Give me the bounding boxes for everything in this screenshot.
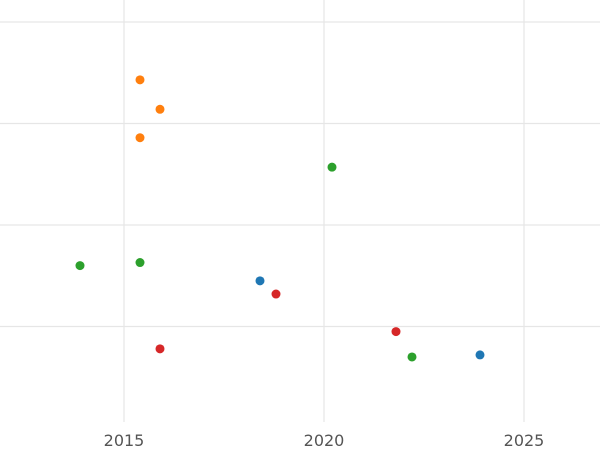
- x-gridlines: [123, 0, 525, 422]
- data-point: [475, 350, 485, 360]
- data-point: [155, 344, 165, 354]
- data-points: [75, 75, 485, 362]
- data-point: [327, 162, 337, 172]
- data-point: [155, 104, 165, 114]
- x-tick-label: 2020: [304, 431, 345, 450]
- data-point: [135, 133, 145, 143]
- data-point: [255, 276, 265, 286]
- data-point: [135, 258, 145, 268]
- data-point: [135, 75, 145, 85]
- x-tick-labels: 2015 2020 2025: [104, 431, 545, 450]
- x-tick-label: 2015: [104, 431, 145, 450]
- y-gridlines: [0, 21, 600, 328]
- data-point: [391, 327, 401, 337]
- data-point: [407, 352, 417, 362]
- data-point: [271, 289, 281, 299]
- x-tick-label: 2025: [504, 431, 545, 450]
- data-point: [75, 261, 85, 271]
